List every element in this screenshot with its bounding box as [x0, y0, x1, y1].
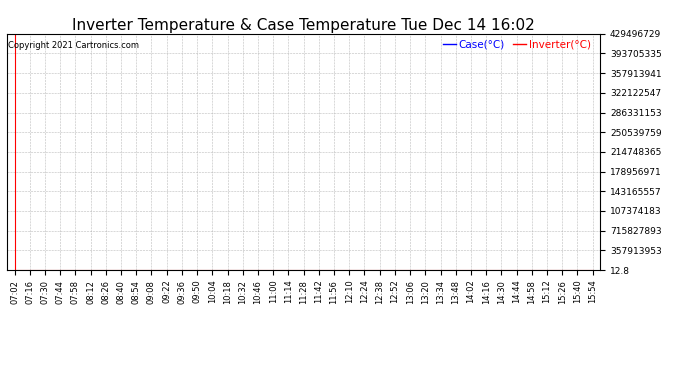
Text: Copyright 2021 Cartronics.com: Copyright 2021 Cartronics.com: [8, 41, 139, 50]
Title: Inverter Temperature & Case Temperature Tue Dec 14 16:02: Inverter Temperature & Case Temperature …: [72, 18, 535, 33]
Legend: Case(°C), Inverter(°C): Case(°C), Inverter(°C): [442, 39, 592, 51]
